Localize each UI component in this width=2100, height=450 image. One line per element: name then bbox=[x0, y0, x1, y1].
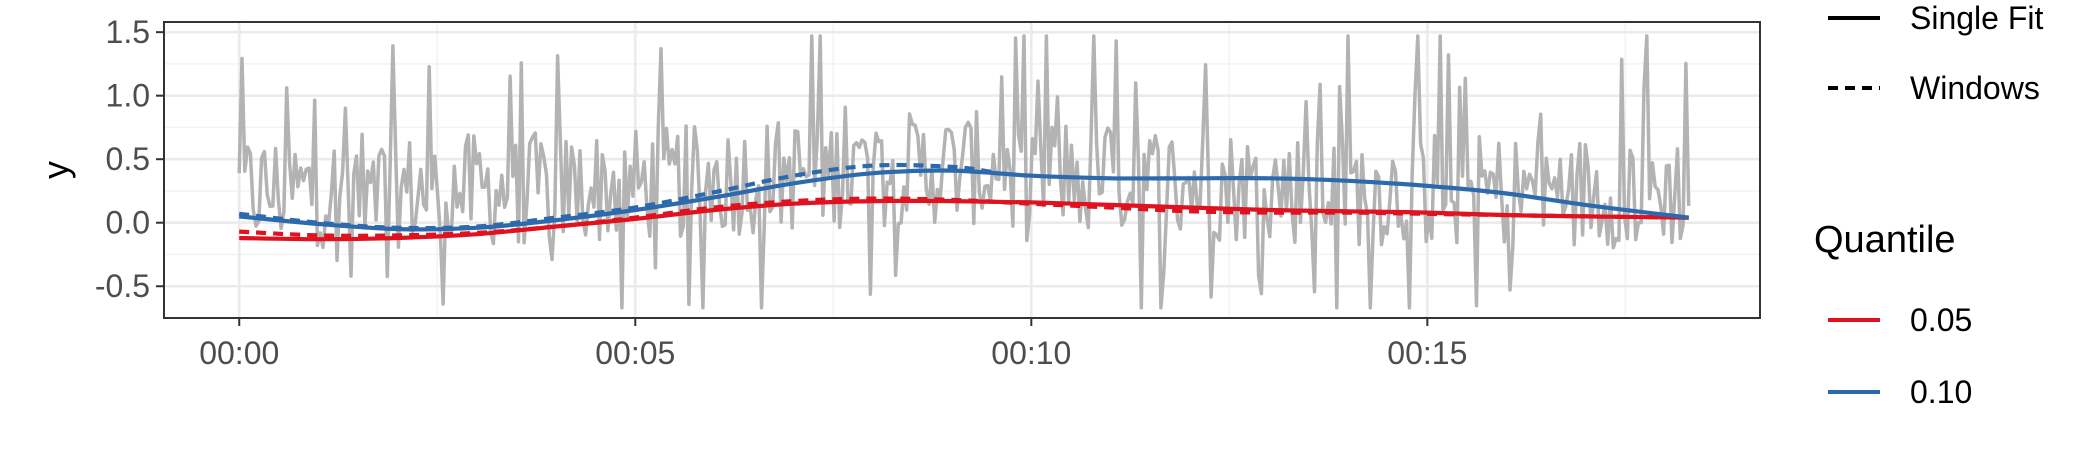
y-tick-label: 0.0 bbox=[106, 205, 150, 241]
y-axis-label: y bbox=[35, 161, 76, 179]
legend-label-single-fit: Single Fit bbox=[1910, 0, 2044, 36]
y-axis: -0.5 0.0 0.5 1.0 1.5 bbox=[95, 14, 164, 304]
x-tick-label: 00:15 bbox=[1387, 335, 1467, 371]
legend: Single Fit Windows Quantile 0.05 0.10 bbox=[1814, 0, 2044, 410]
x-tick-label: 00:00 bbox=[199, 335, 279, 371]
x-axis: 00:00 00:05 00:10 00:15 bbox=[199, 318, 1467, 371]
plot-panel bbox=[163, 21, 1761, 319]
raw-series-line bbox=[237, 34, 1691, 310]
legend-label-q005: 0.05 bbox=[1910, 302, 1972, 338]
legend-label-windows: Windows bbox=[1910, 70, 2040, 106]
x-tick-label: 00:10 bbox=[991, 335, 1071, 371]
legend-title-quantile: Quantile bbox=[1814, 219, 1956, 261]
panel-border bbox=[163, 21, 1761, 319]
y-tick-label: -0.5 bbox=[95, 268, 150, 304]
y-tick-label: 0.5 bbox=[106, 141, 150, 177]
y-tick-label: 1.5 bbox=[106, 14, 150, 50]
legend-label-q010: 0.10 bbox=[1910, 374, 1972, 410]
x-tick-label: 00:05 bbox=[595, 335, 675, 371]
fit-series-layer bbox=[238, 162, 1689, 242]
raw-series-layer bbox=[237, 34, 1691, 310]
y-tick-label: 1.0 bbox=[106, 78, 150, 114]
fit-line-q010-windows bbox=[238, 162, 992, 231]
fit-line-q005-windows bbox=[239, 196, 1689, 238]
